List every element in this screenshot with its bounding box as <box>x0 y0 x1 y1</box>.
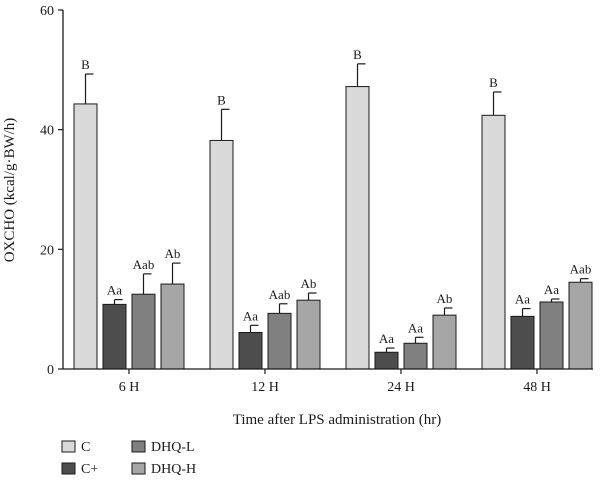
bar-C-6H <box>73 103 98 370</box>
significance-label: Aa <box>408 320 423 335</box>
bar-DHQ-H-48H <box>568 281 593 370</box>
bar-C-12H <box>209 139 234 370</box>
y-tick-label: 0 <box>47 363 54 378</box>
x-tick-label: 6 H <box>119 380 140 395</box>
significance-label: Aa <box>107 283 122 298</box>
bar-C+-6H <box>102 303 127 370</box>
significance-label: Ab <box>165 246 181 261</box>
bar-DHQ-L-48H <box>539 301 564 370</box>
y-tick-label: 60 <box>40 4 54 19</box>
legend-label-C: C <box>81 440 90 455</box>
x-tick-label: 24 H <box>387 380 415 395</box>
significance-label: Aa <box>379 331 394 346</box>
x-axis-label: Time after LPS administration (hr) <box>233 412 442 428</box>
legend-swatch-DHQ-L <box>131 440 146 453</box>
legend-label-DHQ-H: DHQ-H <box>151 462 196 477</box>
axes: 0 20 40 60 6 H 12 H 24 H 48 H <box>40 4 593 395</box>
significance-label: Aab <box>269 287 291 302</box>
significance-label: B <box>81 57 90 72</box>
significance-label: Ab <box>301 276 317 291</box>
significance-label: Aab <box>133 257 155 272</box>
bar-DHQ-H-12H <box>296 299 321 370</box>
significance-label: Aab <box>570 262 592 277</box>
x-tick-label: 12 H <box>251 380 279 395</box>
significance-label: Ab <box>437 291 453 306</box>
legend: C C+ DHQ-L DHQ-H <box>61 440 196 477</box>
bar-C-24H <box>345 86 370 370</box>
y-axis-label: OXCHO (kcal/g·BW/h) <box>2 118 18 263</box>
bar-C+-48H <box>510 315 535 370</box>
bar-C+-24H <box>374 351 399 370</box>
significance-label: B <box>489 75 498 90</box>
y-tick-label: 40 <box>40 124 54 139</box>
legend-swatch-C <box>61 440 76 453</box>
bar-DHQ-L-12H <box>267 312 292 370</box>
bar-DHQ-H-24H <box>432 314 457 370</box>
bar-DHQ-L-6H <box>131 293 156 370</box>
legend-swatch-DHQ-H <box>131 462 146 475</box>
legend-swatch-C+ <box>61 462 76 475</box>
bar-C-48H <box>481 114 506 370</box>
bar-DHQ-H-6H <box>160 283 185 370</box>
bar-DHQ-L-24H <box>403 342 428 370</box>
x-tick-label: 48 H <box>523 380 551 395</box>
y-tick-label: 20 <box>40 243 54 258</box>
plot-area: B B B B Aa Aa Aa Aa Aab Aab Aa Aa Ab Ab Ab Aab <box>73 47 593 370</box>
legend-label-DHQ-L: DHQ-L <box>151 440 195 455</box>
significance-label: Aa <box>243 308 258 323</box>
significance-label: B <box>217 92 226 107</box>
significance-label: Aa <box>515 292 530 307</box>
significance-label: Aa <box>544 282 559 297</box>
bar-C+-12H <box>238 332 263 370</box>
significance-label: B <box>353 47 362 62</box>
legend-label-C+: C+ <box>81 462 98 477</box>
